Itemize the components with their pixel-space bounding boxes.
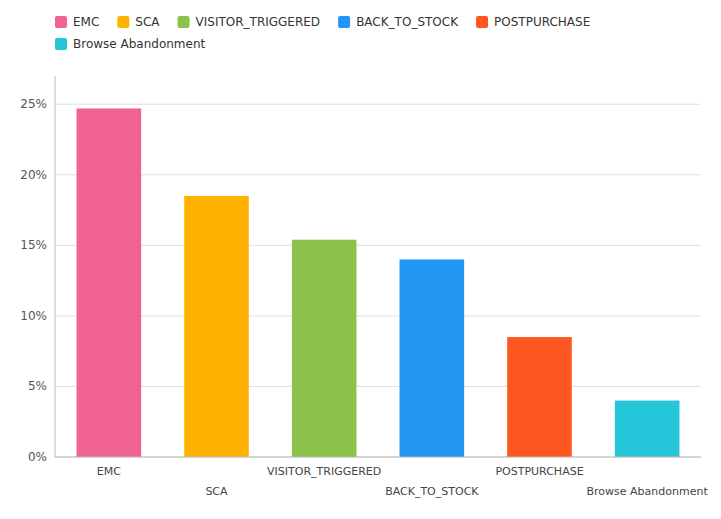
- legend-item: POSTPURCHASE: [476, 15, 590, 29]
- y-axis-line: [55, 76, 56, 457]
- y-tick-label: 25%: [20, 97, 47, 111]
- legend-swatch: [476, 16, 488, 28]
- grid-line: [55, 457, 701, 458]
- legend-label: EMC: [73, 15, 99, 29]
- x-tick-label: BACK_TO_STOCK: [385, 485, 479, 498]
- grid-line: [55, 104, 701, 105]
- x-axis-line: [55, 457, 701, 458]
- legend-label: POSTPURCHASE: [494, 15, 590, 29]
- legend-item: Browse Abandonment: [55, 37, 206, 51]
- legend-item: SCA: [117, 15, 160, 29]
- legend-swatch: [55, 16, 67, 28]
- grid-line: [55, 245, 701, 246]
- x-tick-label: EMC: [97, 465, 121, 478]
- legend-item: EMC: [55, 15, 99, 29]
- legend-item: VISITOR_TRIGGERED: [178, 15, 321, 29]
- legend-swatch: [178, 16, 190, 28]
- y-tick-label: 0%: [28, 450, 47, 464]
- y-tick-label: 20%: [20, 168, 47, 182]
- bar: [292, 240, 357, 457]
- y-tick-label: 10%: [20, 309, 47, 323]
- bar: [77, 108, 142, 457]
- legend-item: BACK_TO_STOCK: [338, 15, 459, 29]
- bar: [400, 259, 465, 457]
- grid-line: [55, 386, 701, 387]
- legend-swatch: [117, 16, 129, 28]
- legend-label: SCA: [135, 15, 160, 29]
- x-tick-label: Browse Abandonment: [587, 485, 709, 498]
- legend: EMC SCA VISITOR_TRIGGERED BACK_TO_STOCK POST…: [55, 15, 590, 51]
- chart-svg: EMC SCA VISITOR_TRIGGERED BACK_TO_STOCK POST…: [0, 0, 721, 519]
- bar: [507, 337, 572, 457]
- legend-label: Browse Abandonment: [73, 37, 206, 51]
- legend-swatch: [55, 38, 67, 50]
- x-axis: EMC SCA VISITOR_TRIGGERED BACK_TO_STOCK POST…: [97, 465, 709, 498]
- legend-label: VISITOR_TRIGGERED: [196, 15, 321, 29]
- legend-label: BACK_TO_STOCK: [356, 15, 459, 29]
- legend-swatch: [338, 16, 350, 28]
- bar: [184, 196, 249, 457]
- x-tick-label: VISITOR_TRIGGERED: [267, 465, 381, 478]
- bars: [77, 108, 680, 457]
- y-axis: 0% 5% 10% 15% 20% 25%: [20, 76, 701, 464]
- chart-container: EMC SCA VISITOR_TRIGGERED BACK_TO_STOCK POST…: [0, 0, 721, 519]
- bar: [615, 401, 680, 457]
- grid-line: [55, 315, 701, 316]
- y-tick-label: 5%: [28, 379, 47, 393]
- grid-line: [55, 174, 701, 175]
- y-tick-label: 15%: [20, 238, 47, 252]
- x-tick-label: POSTPURCHASE: [495, 465, 583, 478]
- x-tick-label: SCA: [205, 485, 228, 498]
